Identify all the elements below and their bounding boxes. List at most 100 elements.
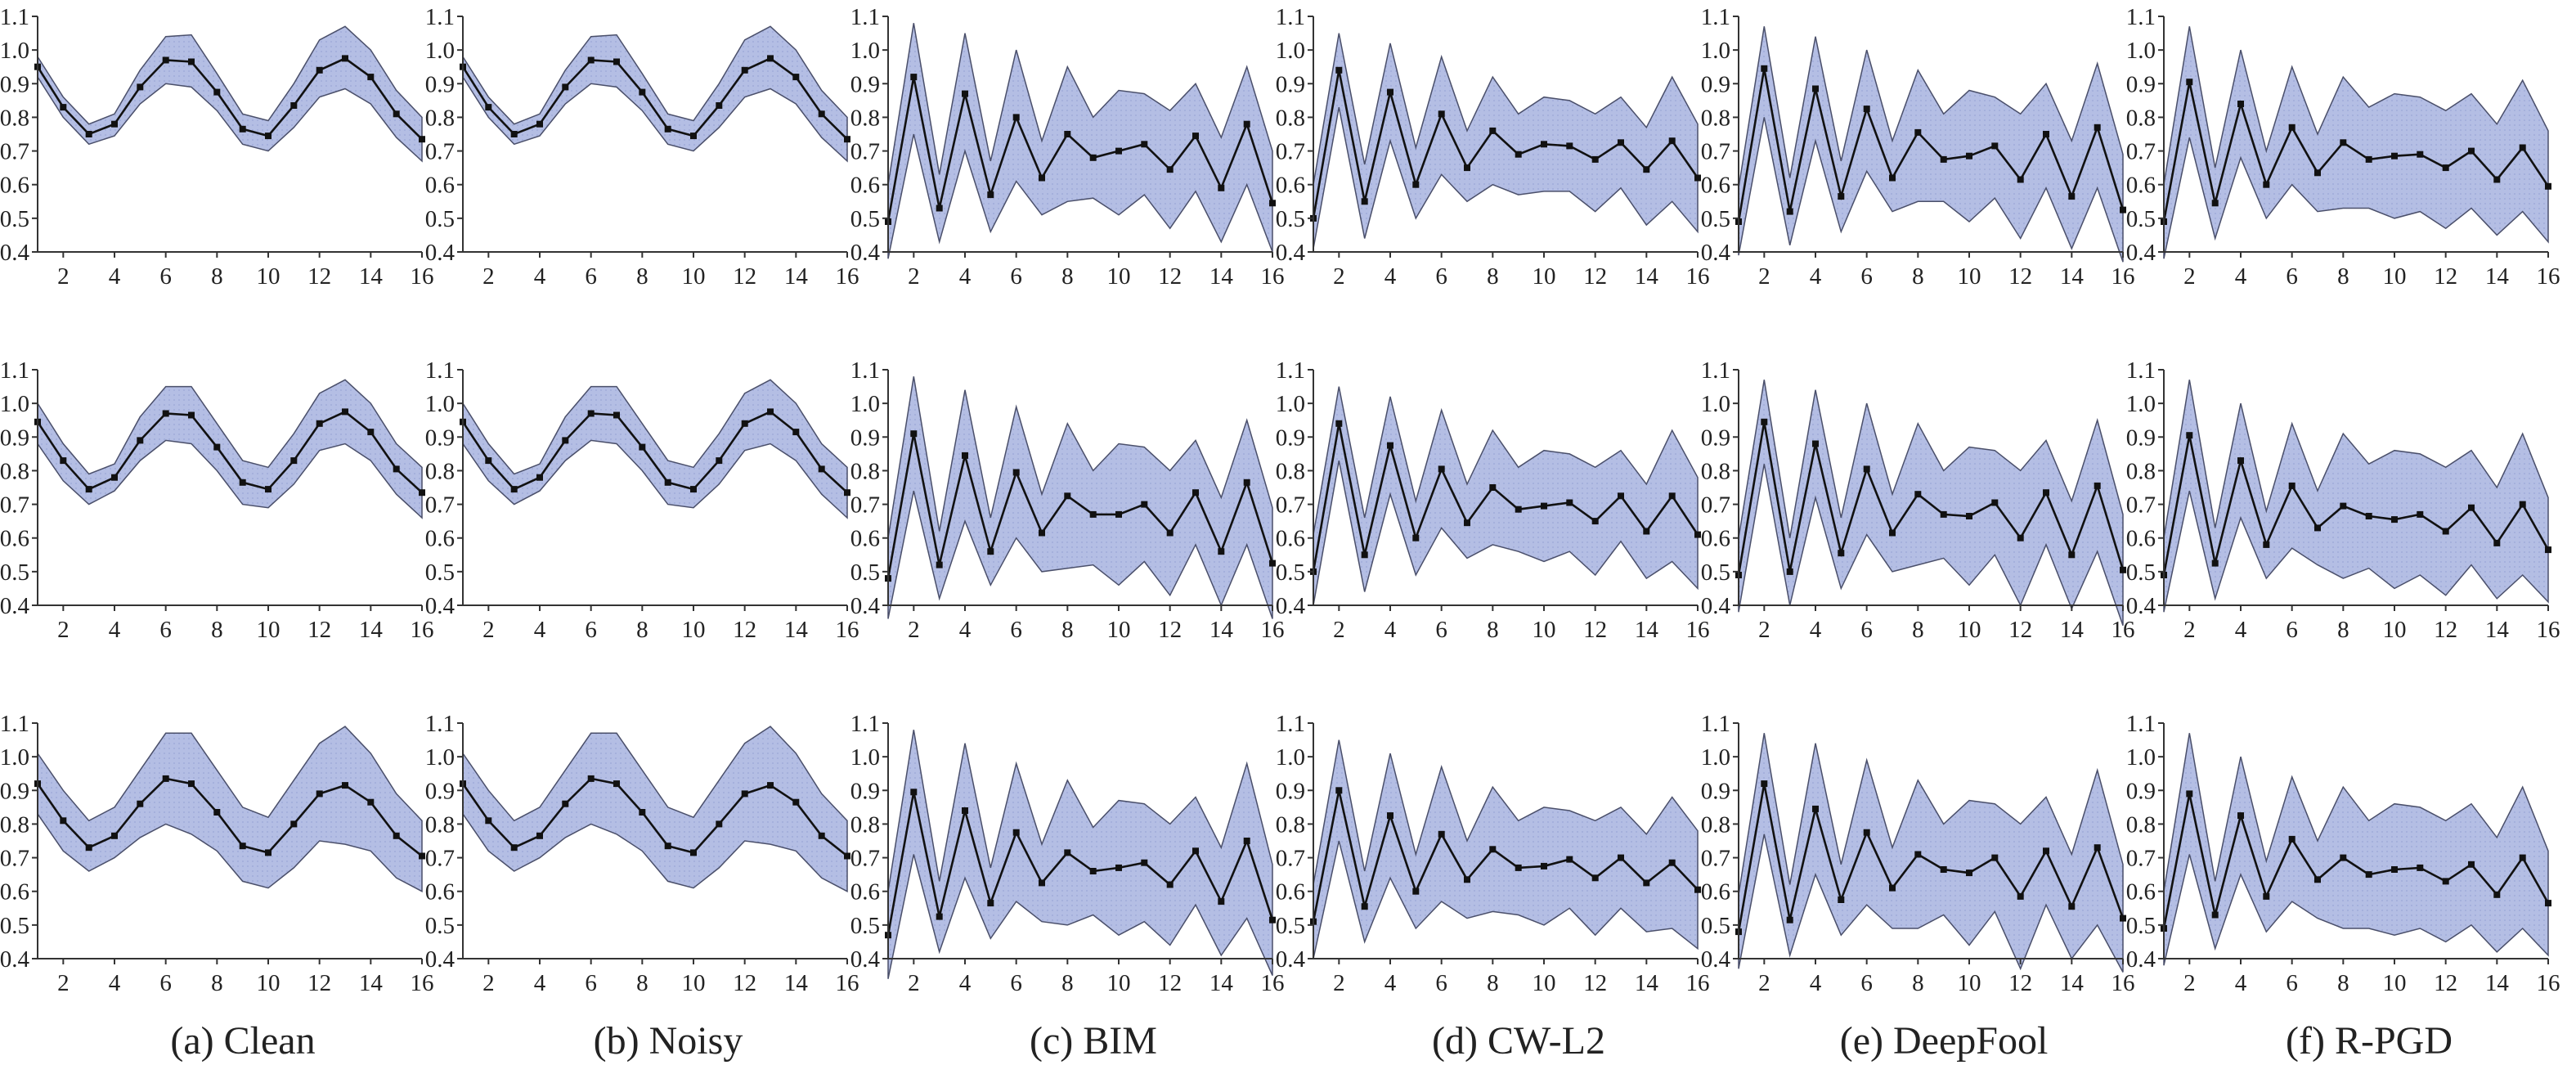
data-point	[1064, 492, 1071, 500]
data-point	[1889, 884, 1896, 892]
data-point	[639, 809, 646, 816]
y-tick-label: 0.5	[2126, 559, 2156, 586]
data-point	[1089, 154, 1097, 161]
data-point	[1643, 879, 1650, 887]
data-point	[1966, 870, 1972, 877]
x-tick-label: 6	[1860, 263, 1873, 290]
data-point	[316, 66, 323, 74]
data-point	[1566, 142, 1573, 150]
y-tick-label: 0.5	[1701, 913, 1730, 939]
x-tick-label: 6	[159, 263, 172, 290]
y-tick-label: 0.8	[1276, 811, 1305, 838]
data-point	[85, 844, 92, 852]
x-tick-label: 14	[1209, 617, 1234, 643]
data-point	[2211, 911, 2219, 919]
y-tick-label: 0.5	[0, 559, 29, 586]
data-point	[1089, 868, 1097, 874]
x-tick-label: 6	[585, 617, 597, 643]
data-point	[767, 55, 774, 62]
x-tick-label: 6	[1010, 970, 1022, 996]
y-tick-label: 0.7	[1276, 139, 1305, 165]
x-tick-label: 10	[1107, 617, 1131, 643]
std-band	[1738, 733, 2124, 973]
x-tick-label: 16	[411, 263, 434, 290]
data-point	[2186, 432, 2193, 439]
data-point	[137, 83, 144, 91]
x-tick-label: 8	[1912, 970, 1924, 996]
data-point	[2391, 152, 2398, 160]
x-tick-label: 10	[682, 970, 706, 996]
data-point	[485, 817, 492, 825]
data-point	[1668, 859, 1676, 866]
x-tick-label: 2	[57, 263, 70, 290]
data-point	[1812, 85, 1819, 92]
data-point	[393, 110, 400, 118]
y-tick-label: 1.0	[1276, 744, 1305, 771]
y-tick-label: 1.1	[1701, 4, 1730, 30]
data-point	[265, 849, 272, 856]
x-tick-label: 10	[2383, 617, 2407, 643]
data-point	[510, 131, 518, 137]
data-point	[910, 789, 918, 796]
mean-line	[2162, 793, 2550, 929]
data-point	[1991, 499, 1999, 506]
std-band	[887, 730, 1273, 979]
x-tick-label: 4	[2235, 970, 2247, 996]
data-point	[716, 102, 723, 109]
y-tick-label: 0.9	[0, 778, 29, 804]
x-tick-label: 4	[109, 970, 121, 996]
data-point	[1914, 491, 1922, 498]
data-point	[587, 56, 595, 64]
data-point	[587, 775, 595, 782]
data-point	[1335, 66, 1343, 74]
data-point	[2068, 551, 2076, 559]
data-point	[393, 465, 400, 473]
x-tick-label: 16	[2112, 263, 2135, 290]
data-point	[111, 120, 118, 128]
data-point	[1464, 876, 1470, 883]
data-point	[367, 74, 375, 81]
x-tick-label: 6	[2286, 617, 2298, 643]
data-point	[239, 479, 246, 486]
x-tick-label: 8	[1487, 970, 1499, 996]
y-tick-label: 1.0	[850, 38, 880, 64]
x-tick-label: 6	[585, 970, 597, 996]
data-point	[1863, 106, 1870, 113]
data-point	[2094, 124, 2101, 131]
data-point	[792, 74, 800, 81]
data-point	[1914, 851, 1922, 858]
data-point	[2340, 502, 2347, 510]
x-tick-label: 12	[1158, 617, 1182, 643]
x-tick-label: 2	[1758, 970, 1770, 996]
x-tick-label: 14	[1209, 970, 1234, 996]
x-tick-label: 4	[109, 617, 121, 643]
data-point	[162, 775, 169, 782]
mean-line	[1312, 70, 1699, 219]
data-point	[1643, 166, 1650, 173]
data-point	[587, 410, 595, 417]
y-tick-label: 0.6	[425, 173, 455, 199]
x-tick-label: 4	[959, 263, 972, 290]
std-band	[37, 379, 423, 519]
panel-grid: 0.40.50.60.70.80.91.01.12 4 6 8 10 12 14 160.40…	[0, 4, 2560, 996]
data-point	[2120, 566, 2126, 573]
data-point	[1012, 114, 1020, 121]
data-point	[1694, 174, 1701, 182]
data-point	[1643, 528, 1650, 535]
data-point	[936, 204, 943, 212]
data-point	[1141, 859, 1148, 866]
y-tick-label: 0.7	[425, 139, 455, 165]
x-tick-label: 2	[57, 617, 70, 643]
data-point	[1269, 559, 1276, 567]
data-point	[2545, 546, 2551, 554]
x-tick-label: 10	[1533, 617, 1556, 643]
x-tick-label: 10	[682, 263, 706, 290]
data-point	[1489, 484, 1497, 491]
y-tick-label: 0.9	[850, 778, 880, 804]
data-point	[1914, 128, 1922, 136]
x-tick-label: 14	[2485, 970, 2510, 996]
x-tick-label: 4	[1384, 263, 1397, 290]
y-tick-label: 1.1	[850, 357, 880, 384]
x-tick-label: 6	[1860, 617, 1873, 643]
panel-2-0: 0.4 0.5 0.6 0.7 0.8 0.9 1.0 1.1 2 4 6 8 10 12 14 16	[0, 711, 434, 996]
